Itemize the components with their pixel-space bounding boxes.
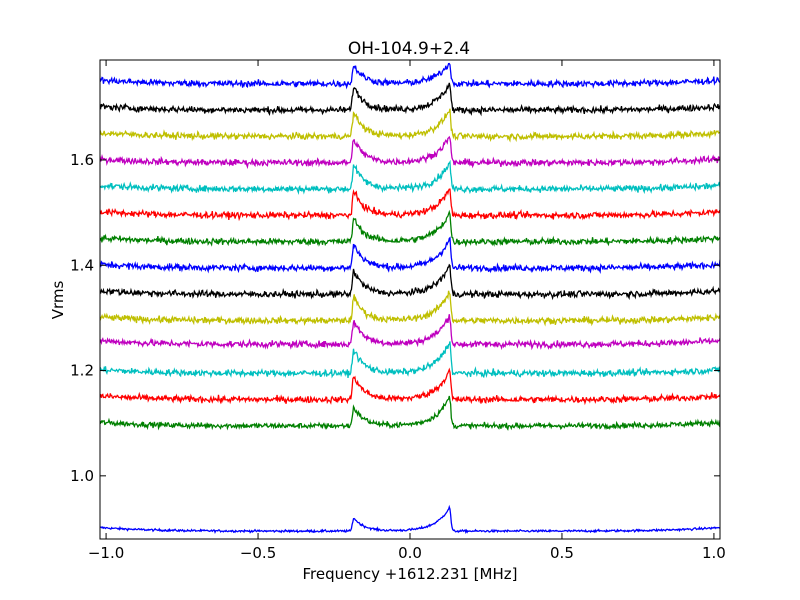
- series-line-5: [100, 290, 720, 327]
- chart-title: OH-104.9+2.4: [348, 39, 470, 59]
- y-tick-label: 1.6: [70, 151, 94, 169]
- series-line-7: [100, 236, 720, 275]
- series-line-1: [100, 395, 720, 431]
- series-line-11: [100, 135, 720, 170]
- series-layer: [100, 62, 720, 535]
- series-line-8: [100, 209, 720, 248]
- x-tick-label: 0.0: [398, 544, 422, 562]
- x-axis: −1.0 −0.5 0.0 0.5 1.0: [88, 60, 726, 562]
- y-axis-title: Vrms: [49, 281, 67, 320]
- y-tick-label: 1.4: [70, 256, 94, 274]
- y-tick-label: 1.0: [70, 467, 94, 485]
- x-axis-title: Frequency +1612.231 [MHz]: [303, 565, 518, 583]
- series-line-14: [100, 62, 720, 90]
- series-line-10: [100, 159, 720, 195]
- series-line-13: [100, 82, 720, 117]
- x-tick-label: 0.5: [550, 544, 574, 562]
- x-tick-label: −0.5: [240, 544, 276, 562]
- series-line-3: [100, 341, 720, 379]
- series-line-4: [100, 314, 720, 351]
- series-line-0: [100, 504, 720, 535]
- x-tick-label: −1.0: [88, 544, 124, 562]
- y-axis: 1.0 1.2 1.4 1.6: [70, 151, 720, 485]
- series-line-6: [100, 263, 720, 301]
- y-tick-label: 1.2: [70, 362, 94, 380]
- series-line-2: [100, 367, 720, 406]
- series-line-12: [100, 108, 720, 143]
- x-tick-label: 1.0: [702, 544, 726, 562]
- series-line-9: [100, 188, 720, 222]
